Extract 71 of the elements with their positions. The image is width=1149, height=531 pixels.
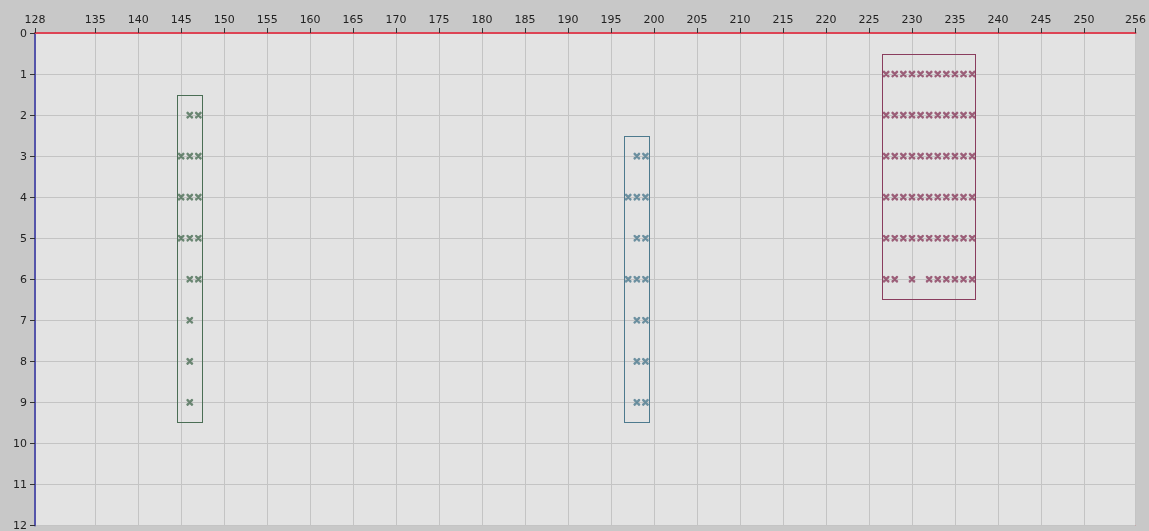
x-tick-label: 195 bbox=[600, 13, 622, 26]
x-tick-label: 235 bbox=[944, 13, 966, 26]
point bbox=[641, 234, 650, 243]
point bbox=[194, 275, 203, 284]
x-tick-label: 185 bbox=[514, 13, 536, 26]
point bbox=[641, 193, 650, 201]
y-tick-label: 7 bbox=[20, 313, 27, 327]
x-tick-label: 145 bbox=[170, 13, 192, 26]
point bbox=[633, 398, 641, 407]
x-tick-label: 210 bbox=[729, 13, 751, 26]
x-tick-label: 128 bbox=[24, 13, 46, 26]
x-tick-label: 160 bbox=[299, 13, 321, 26]
point bbox=[641, 398, 650, 407]
y-tick-label: 8 bbox=[20, 354, 27, 368]
point bbox=[641, 275, 650, 284]
point bbox=[641, 152, 650, 160]
point bbox=[633, 152, 641, 160]
point bbox=[185, 152, 194, 160]
x-tick-label: 155 bbox=[256, 13, 278, 26]
x-tick-label: 256 bbox=[1125, 13, 1146, 26]
x-tick-label: 230 bbox=[901, 13, 923, 26]
point bbox=[185, 193, 194, 201]
point bbox=[185, 111, 194, 119]
point bbox=[177, 193, 185, 201]
x-tick-label: 150 bbox=[213, 13, 235, 26]
y-tick-label: 3 bbox=[20, 149, 27, 163]
point bbox=[177, 234, 185, 243]
y-tick-label: 10 bbox=[13, 436, 27, 450]
point bbox=[194, 193, 203, 201]
x-tick-label: 170 bbox=[385, 13, 407, 26]
x-tick-label: 250 bbox=[1073, 13, 1095, 26]
point bbox=[641, 357, 650, 366]
y-tick-label: 5 bbox=[20, 231, 27, 245]
x-tick-label: 240 bbox=[987, 13, 1009, 26]
point bbox=[185, 398, 194, 407]
y-tick-label: 9 bbox=[20, 395, 27, 409]
y-tick-label: 6 bbox=[20, 272, 27, 286]
point bbox=[624, 275, 633, 284]
x-tick-label: 200 bbox=[643, 13, 665, 26]
x-tick-label: 245 bbox=[1030, 13, 1052, 26]
y-tick-label: 0 bbox=[20, 26, 27, 40]
x-tick-label: 180 bbox=[471, 13, 493, 26]
point bbox=[185, 275, 194, 284]
point bbox=[633, 234, 641, 243]
x-tick-label: 165 bbox=[342, 13, 364, 26]
point bbox=[177, 152, 185, 160]
point bbox=[633, 275, 641, 284]
point bbox=[633, 193, 641, 201]
point bbox=[185, 316, 194, 325]
y-tick-label: 2 bbox=[20, 108, 27, 122]
x-tick-label: 205 bbox=[686, 13, 708, 26]
point bbox=[185, 357, 194, 366]
x-tick-label: 215 bbox=[772, 13, 794, 26]
y-tick-label: 4 bbox=[20, 190, 27, 204]
y-tick-label: 1 bbox=[20, 67, 27, 81]
x-tick-label: 220 bbox=[815, 13, 837, 26]
x-tick-label: 175 bbox=[428, 13, 450, 26]
point bbox=[641, 316, 650, 325]
point bbox=[633, 357, 641, 366]
point bbox=[624, 193, 633, 201]
point bbox=[194, 152, 203, 160]
x-tick-label: 225 bbox=[858, 13, 880, 26]
point bbox=[194, 234, 203, 243]
x-tick-label: 140 bbox=[127, 13, 149, 26]
point bbox=[633, 316, 641, 325]
x-tick-label: 190 bbox=[557, 13, 579, 26]
y-tick-label: 11 bbox=[13, 477, 27, 491]
y-tick-label: 12 bbox=[13, 519, 27, 531]
point bbox=[185, 234, 194, 243]
x-tick-label: 135 bbox=[84, 13, 106, 26]
point bbox=[194, 111, 203, 119]
